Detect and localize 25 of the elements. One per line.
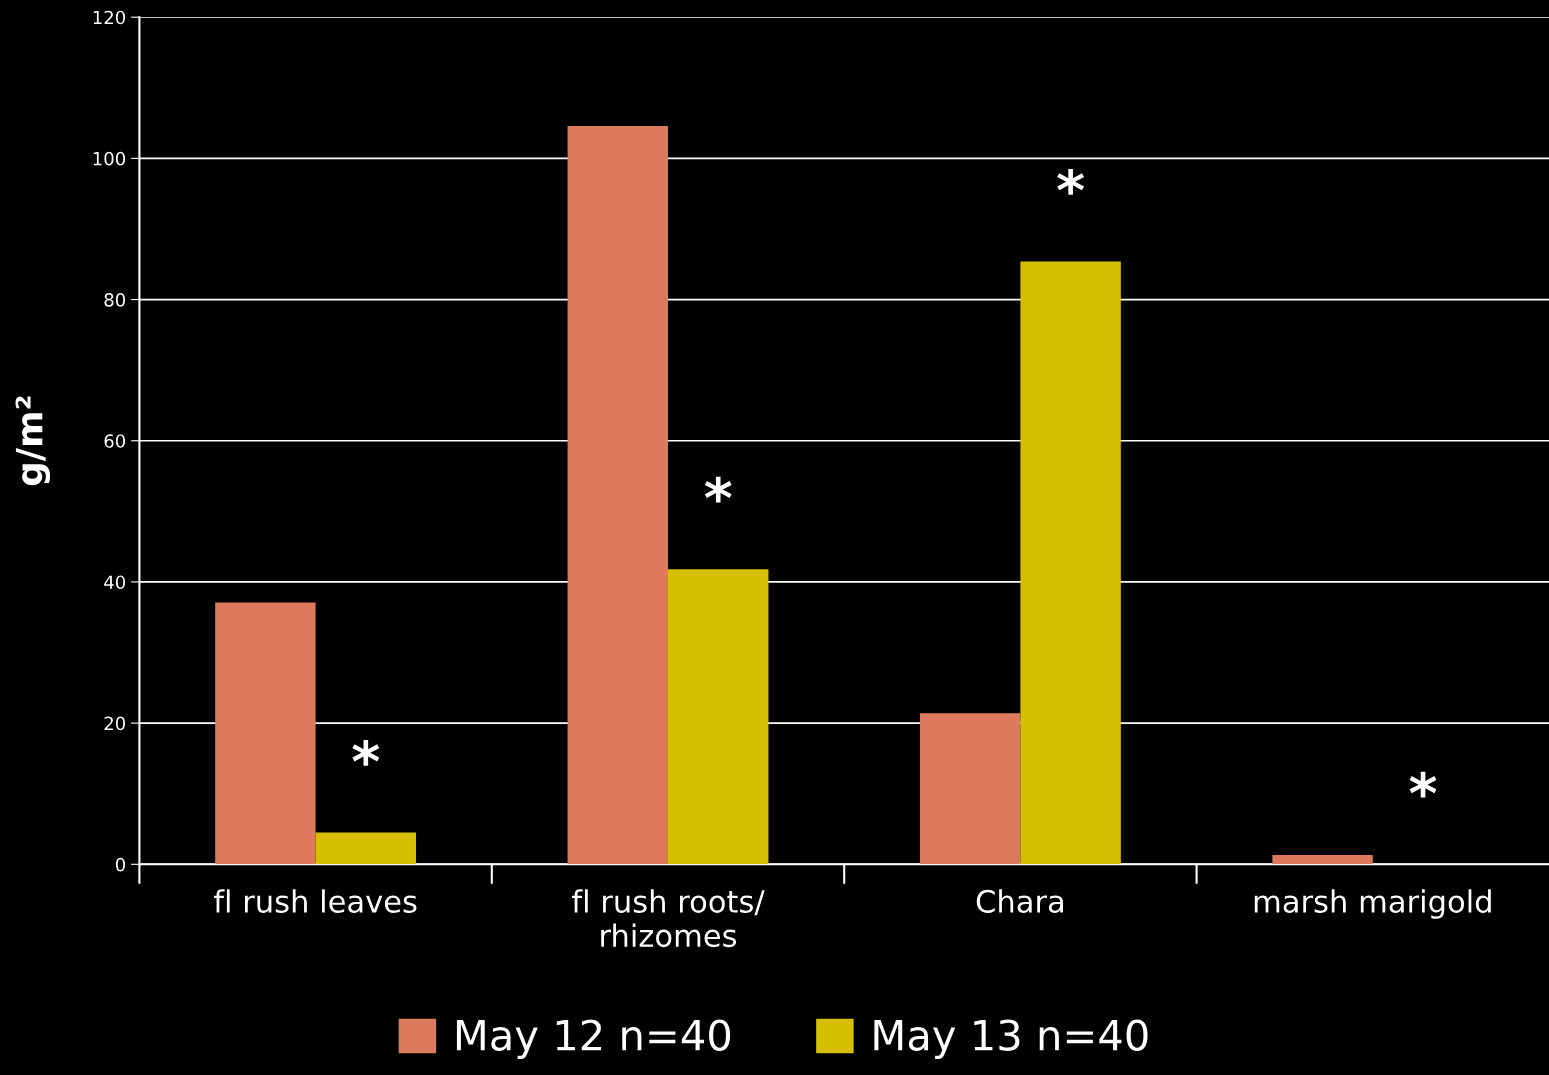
x-tick-label: fl rush roots/ rhizomes <box>572 889 765 948</box>
y-tick-label: 120 <box>93 10 126 25</box>
y-tick-label: 40 <box>104 575 126 590</box>
bar <box>315 832 417 865</box>
annotation: * <box>1409 771 1437 798</box>
annotation: * <box>1057 168 1085 195</box>
annotation: * <box>704 476 732 503</box>
bar <box>1272 855 1373 865</box>
x-tick-label: marsh marigold <box>1254 889 1491 919</box>
y-tick-label: 20 <box>104 716 126 731</box>
x-tick-label: Chara <box>976 889 1063 913</box>
y-tick-label: 60 <box>104 434 126 448</box>
bar <box>668 569 769 865</box>
annotation: * <box>352 739 380 766</box>
bar <box>215 602 316 865</box>
y-tick-label: 80 <box>104 293 126 307</box>
y-tick-label: 100 <box>93 151 126 166</box>
y-tick-label: 0 <box>115 857 126 872</box>
legend-label: May 12 n=40 <box>456 1019 731 1059</box>
legend-label: May 13 n=40 <box>874 1019 1148 1059</box>
bar <box>567 125 669 865</box>
bar <box>1020 261 1121 865</box>
bar <box>919 713 1021 865</box>
x-tick-label: fl rush leaves <box>213 889 417 913</box>
y-axis-title: g/m² <box>15 396 51 486</box>
